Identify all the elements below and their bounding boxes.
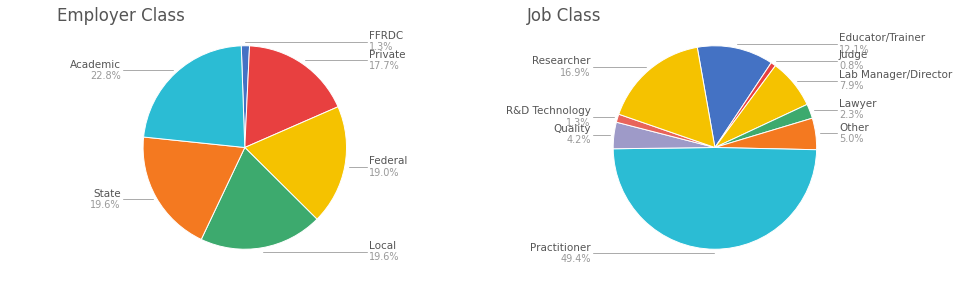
- Text: 1.3%: 1.3%: [566, 118, 590, 128]
- Wedge shape: [616, 114, 715, 148]
- Text: 17.7%: 17.7%: [369, 61, 399, 71]
- Text: 19.6%: 19.6%: [369, 252, 399, 262]
- Text: 16.9%: 16.9%: [561, 68, 590, 78]
- Text: FFRDC: FFRDC: [369, 31, 403, 41]
- Text: 4.2%: 4.2%: [566, 135, 590, 145]
- Text: Employer Class: Employer Class: [57, 7, 184, 25]
- Text: Practitioner: Practitioner: [530, 243, 590, 253]
- Wedge shape: [202, 148, 317, 249]
- Text: Other: Other: [839, 123, 869, 133]
- Text: R&D Technology: R&D Technology: [506, 106, 590, 117]
- Text: Local: Local: [369, 241, 396, 251]
- Wedge shape: [143, 137, 245, 240]
- Text: Lab Manager/Director: Lab Manager/Director: [839, 70, 952, 80]
- Text: 49.4%: 49.4%: [561, 254, 590, 264]
- Wedge shape: [715, 118, 817, 150]
- Text: Job Class: Job Class: [527, 7, 601, 25]
- Text: Lawyer: Lawyer: [839, 99, 876, 109]
- Text: 5.0%: 5.0%: [839, 134, 863, 144]
- Wedge shape: [715, 66, 807, 148]
- Text: State: State: [93, 189, 121, 199]
- Text: 7.9%: 7.9%: [839, 81, 863, 91]
- Text: 2.3%: 2.3%: [839, 110, 863, 120]
- Wedge shape: [619, 47, 715, 148]
- Text: Educator/Trainer: Educator/Trainer: [839, 33, 925, 43]
- Text: 0.8%: 0.8%: [839, 61, 863, 71]
- Wedge shape: [245, 46, 338, 148]
- Text: 19.6%: 19.6%: [90, 200, 121, 210]
- Text: 19.0%: 19.0%: [369, 168, 399, 178]
- Wedge shape: [697, 46, 771, 148]
- Text: 12.1%: 12.1%: [839, 45, 870, 55]
- Wedge shape: [613, 148, 817, 249]
- Wedge shape: [241, 46, 250, 148]
- Text: Judge: Judge: [839, 50, 868, 60]
- Text: Researcher: Researcher: [532, 56, 590, 66]
- Text: Academic: Academic: [70, 60, 121, 70]
- Wedge shape: [144, 46, 245, 148]
- Text: 1.3%: 1.3%: [369, 42, 394, 52]
- Wedge shape: [715, 104, 812, 148]
- Wedge shape: [245, 107, 347, 219]
- Wedge shape: [715, 63, 776, 148]
- Text: Federal: Federal: [369, 156, 407, 166]
- Text: Quality: Quality: [553, 124, 590, 134]
- Wedge shape: [613, 122, 715, 149]
- Text: Private: Private: [369, 50, 405, 60]
- Text: 22.8%: 22.8%: [90, 71, 121, 81]
